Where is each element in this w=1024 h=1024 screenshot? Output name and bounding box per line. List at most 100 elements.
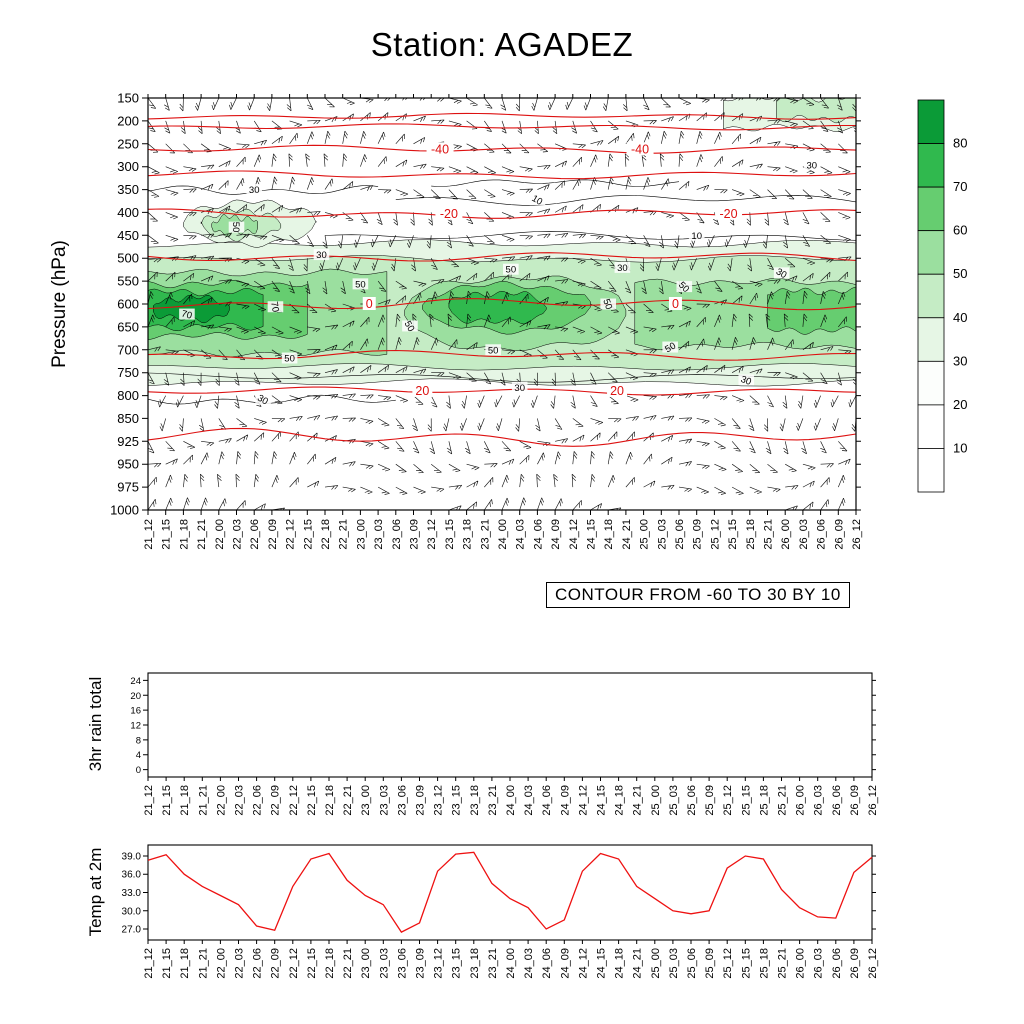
- svg-text:300: 300: [117, 159, 139, 174]
- svg-text:30: 30: [514, 383, 525, 394]
- svg-text:22_15: 22_15: [306, 785, 318, 816]
- svg-text:700: 700: [117, 342, 139, 357]
- svg-text:0: 0: [672, 297, 679, 311]
- svg-text:30: 30: [953, 353, 967, 368]
- svg-text:26_03: 26_03: [813, 948, 825, 979]
- svg-text:25_06: 25_06: [686, 948, 698, 979]
- svg-text:21_21: 21_21: [197, 948, 209, 979]
- svg-text:25_00: 25_00: [650, 948, 662, 979]
- svg-text:23_21: 23_21: [479, 519, 491, 550]
- svg-text:21_12: 21_12: [143, 519, 155, 550]
- svg-text:23_09: 23_09: [415, 948, 427, 979]
- svg-text:21_18: 21_18: [179, 948, 191, 979]
- svg-text:25_12: 25_12: [722, 785, 734, 816]
- svg-text:50: 50: [355, 279, 366, 290]
- svg-text:24_15: 24_15: [586, 519, 598, 550]
- svg-text:22_00: 22_00: [215, 948, 227, 979]
- svg-text:23_15: 23_15: [451, 785, 463, 816]
- svg-text:23_06: 23_06: [396, 785, 408, 816]
- svg-text:23_09: 23_09: [409, 519, 421, 550]
- svg-text:21_12: 21_12: [143, 948, 155, 979]
- svg-text:23_12: 23_12: [433, 948, 445, 979]
- svg-text:50: 50: [284, 354, 295, 365]
- svg-text:23_12: 23_12: [433, 785, 445, 816]
- svg-text:25_18: 25_18: [745, 519, 757, 550]
- svg-text:800: 800: [117, 388, 139, 403]
- svg-text:22_06: 22_06: [249, 519, 261, 550]
- svg-text:70: 70: [953, 179, 967, 194]
- svg-text:30: 30: [806, 160, 817, 171]
- svg-text:0: 0: [366, 297, 373, 311]
- svg-text:26_06: 26_06: [816, 519, 828, 550]
- svg-text:21_21: 21_21: [196, 519, 208, 550]
- svg-text:10: 10: [691, 231, 702, 242]
- svg-text:23_06: 23_06: [396, 948, 408, 979]
- svg-text:22_12: 22_12: [285, 519, 297, 550]
- svg-text:22_21: 22_21: [342, 948, 354, 979]
- svg-text:24_06: 24_06: [532, 519, 544, 550]
- svg-text:22_15: 22_15: [302, 519, 314, 550]
- svg-text:0: 0: [136, 765, 141, 776]
- svg-text:23_00: 23_00: [355, 519, 367, 550]
- svg-text:23_18: 23_18: [462, 519, 474, 550]
- svg-text:26_06: 26_06: [831, 948, 843, 979]
- svg-text:26_03: 26_03: [813, 785, 825, 816]
- svg-text:23_00: 23_00: [360, 948, 372, 979]
- svg-text:24_15: 24_15: [596, 948, 608, 979]
- svg-text:25_21: 25_21: [763, 519, 775, 550]
- svg-text:24_18: 24_18: [614, 785, 626, 816]
- svg-text:30: 30: [774, 266, 789, 281]
- svg-text:30: 30: [316, 250, 327, 261]
- svg-text:24_12: 24_12: [568, 519, 580, 550]
- svg-text:22_12: 22_12: [288, 948, 300, 979]
- svg-text:22_03: 22_03: [234, 785, 246, 816]
- svg-text:20: 20: [130, 691, 141, 702]
- svg-text:39.0: 39.0: [122, 851, 142, 862]
- svg-text:23_15: 23_15: [444, 519, 456, 550]
- svg-text:21_18: 21_18: [179, 785, 191, 816]
- svg-text:26_06: 26_06: [831, 785, 843, 816]
- colorbar: 10 20 30 40 50 60 70 80: [917, 99, 967, 493]
- rain-panel: 0 4 8 12 16 20 24 21_12 21_15 21_18 21_21 22_00 22_0…: [130, 672, 879, 816]
- svg-text:1000: 1000: [110, 503, 139, 518]
- svg-text:26_09: 26_09: [833, 519, 845, 550]
- svg-text:350: 350: [117, 182, 139, 197]
- svg-text:25_21: 25_21: [777, 948, 789, 979]
- svg-text:60: 60: [953, 223, 967, 238]
- svg-text:23_21: 23_21: [487, 948, 499, 979]
- svg-text:26_12: 26_12: [867, 948, 879, 979]
- svg-text:150: 150: [117, 91, 139, 106]
- svg-text:10: 10: [530, 193, 545, 208]
- svg-text:24_03: 24_03: [523, 785, 535, 816]
- svg-text:24_06: 24_06: [541, 948, 553, 979]
- svg-text:30.0: 30.0: [122, 906, 142, 917]
- svg-text:30: 30: [249, 185, 260, 196]
- svg-text:70: 70: [268, 301, 281, 313]
- svg-text:-20: -20: [720, 207, 738, 221]
- svg-text:23_18: 23_18: [469, 785, 481, 816]
- svg-text:25_00: 25_00: [650, 785, 662, 816]
- svg-text:23_03: 23_03: [378, 948, 390, 979]
- svg-text:40: 40: [953, 310, 967, 325]
- svg-text:24_09: 24_09: [559, 785, 571, 816]
- svg-text:30: 30: [617, 263, 628, 274]
- temperature-contours: [148, 112, 856, 447]
- svg-text:25_09: 25_09: [704, 785, 716, 816]
- svg-text:23_06: 23_06: [391, 519, 403, 550]
- svg-text:25_06: 25_06: [686, 785, 698, 816]
- svg-text:25_06: 25_06: [674, 519, 686, 550]
- svg-text:23_03: 23_03: [373, 519, 385, 550]
- svg-text:25_15: 25_15: [727, 519, 739, 550]
- svg-text:27.0: 27.0: [122, 925, 142, 936]
- svg-text:24_03: 24_03: [515, 519, 527, 550]
- svg-text:25_09: 25_09: [704, 948, 716, 979]
- svg-text:-20: -20: [440, 207, 458, 221]
- svg-text:22_21: 22_21: [338, 519, 350, 550]
- svg-text:22_18: 22_18: [320, 519, 332, 550]
- svg-text:24_00: 24_00: [505, 785, 517, 816]
- svg-text:600: 600: [117, 297, 139, 312]
- svg-text:24_21: 24_21: [632, 948, 644, 979]
- svg-text:21_15: 21_15: [161, 519, 173, 550]
- svg-text:50: 50: [506, 265, 517, 276]
